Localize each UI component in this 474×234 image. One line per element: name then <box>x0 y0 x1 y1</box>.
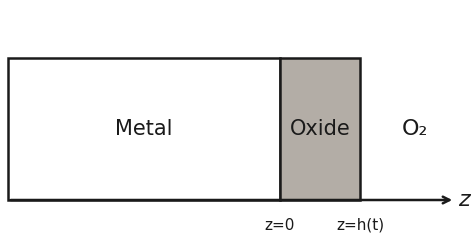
Bar <box>8 58 280 200</box>
Text: z=h(t): z=h(t) <box>336 218 384 233</box>
Text: Oxide: Oxide <box>290 119 350 139</box>
Text: O₂: O₂ <box>402 119 428 139</box>
Text: Metal: Metal <box>115 119 173 139</box>
Text: z: z <box>458 190 470 210</box>
Bar <box>280 58 360 200</box>
Text: z=0: z=0 <box>265 218 295 233</box>
